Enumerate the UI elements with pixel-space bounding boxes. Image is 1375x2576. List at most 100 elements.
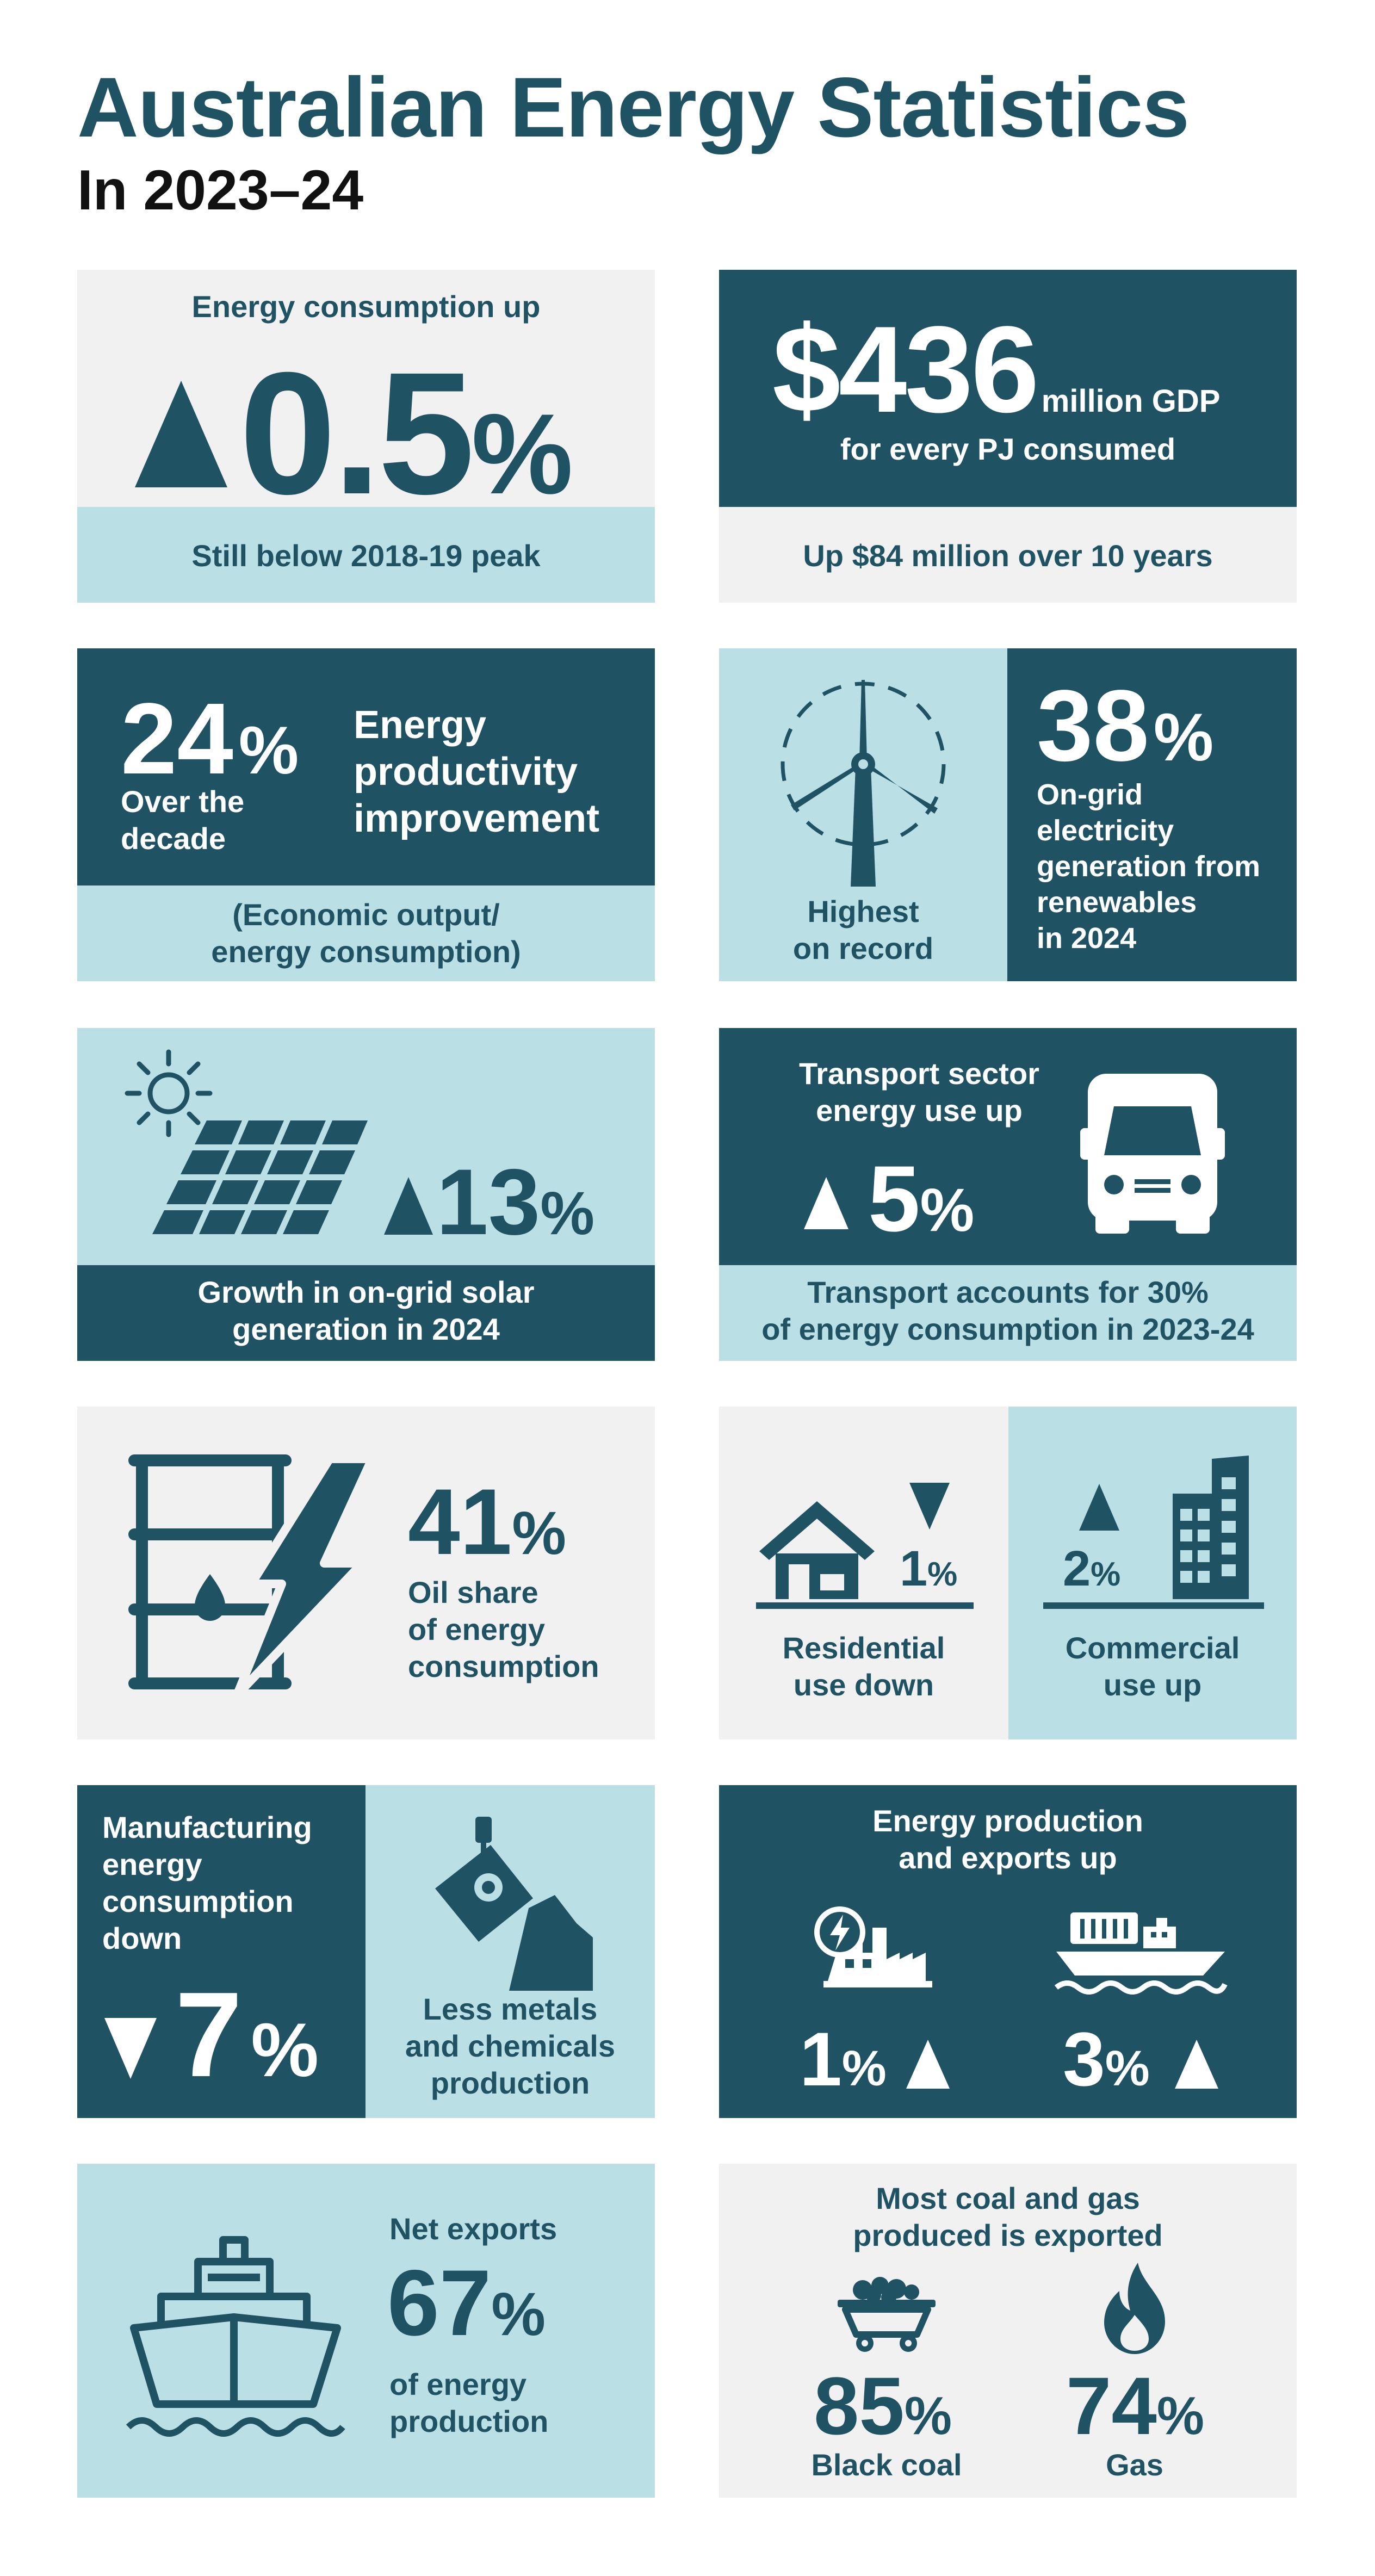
transport-unit: % bbox=[920, 1176, 975, 1244]
renewables-number: 38 bbox=[1037, 670, 1149, 782]
up-arrow-icon bbox=[135, 381, 227, 487]
coal-gas-tile bbox=[719, 2164, 1297, 2498]
wind-turbine-icon bbox=[781, 680, 946, 887]
production-label-line1: Energy production bbox=[872, 1804, 1143, 1838]
coal-unit: % bbox=[904, 2386, 952, 2445]
oil-desc-line2: of energy bbox=[408, 1612, 546, 1646]
oil-barrel-lightning-icon bbox=[128, 1454, 376, 1699]
renewables-desc-line5: in 2024 bbox=[1037, 922, 1137, 955]
productivity-unit: % bbox=[238, 713, 299, 788]
consumption-footer: Still below 2018-19 peak bbox=[191, 538, 541, 573]
coal-gas-label-line1: Most coal and gas bbox=[876, 2181, 1140, 2215]
residential-number: 1 bbox=[900, 1541, 928, 1596]
productivity-footer-line1: (Economic output/ bbox=[232, 897, 500, 932]
manufacturing-value: 7% bbox=[175, 1974, 319, 2095]
oil-number: 41 bbox=[408, 1470, 512, 1574]
renewables-value: 38% bbox=[1037, 676, 1213, 777]
production-right-unit: % bbox=[1105, 2041, 1150, 2096]
ship-icon bbox=[126, 2236, 345, 2437]
manufacturing-label-line4: down bbox=[102, 1921, 182, 1955]
page-title: Australian Energy Statistics bbox=[77, 60, 1190, 155]
transport-label-line2: energy use up bbox=[816, 1093, 1023, 1128]
productivity-label-line2: productivity bbox=[354, 750, 578, 794]
coal-number: 85 bbox=[814, 2360, 905, 2451]
gas-label: Gas bbox=[1106, 2448, 1163, 2482]
gdp-tile bbox=[719, 270, 1297, 507]
up-arrow-icon bbox=[804, 1177, 848, 1229]
productivity-footer-line2: energy consumption) bbox=[211, 934, 521, 969]
renewables-desc-line3: generation from bbox=[1037, 850, 1261, 883]
productivity-label: Energy productivity improvement bbox=[354, 702, 599, 842]
page-subtitle: In 2023–24 bbox=[77, 159, 364, 222]
transport-footer-line2: of energy consumption in 2023-24 bbox=[761, 1312, 1254, 1346]
solar-footer-line2: generation in 2024 bbox=[232, 1312, 500, 1346]
commercial-label-line2: use up bbox=[1103, 1668, 1202, 1702]
manufacturing-label-line3: consumption bbox=[102, 1884, 294, 1918]
manufacturing-label-line2: energy bbox=[102, 1847, 202, 1881]
up-arrow-icon bbox=[906, 2040, 950, 2089]
production-label: Energy production and exports up bbox=[719, 1803, 1297, 1877]
coal-gas-label: Most coal and gas produced is exported bbox=[719, 2180, 1297, 2254]
renewables-side-line2: on record bbox=[792, 931, 934, 965]
up-arrow-icon bbox=[384, 1177, 433, 1235]
renewables-side-line1: Highest bbox=[807, 894, 919, 928]
power-plant-icon bbox=[814, 1906, 932, 1987]
gdp-footer-band bbox=[719, 507, 1297, 603]
solar-footer-band bbox=[77, 1265, 655, 1361]
coal-value: 85% bbox=[814, 2365, 952, 2447]
solar-footer: Growth in on-grid solar generation in 20… bbox=[77, 1274, 655, 1348]
solar-number: 13 bbox=[436, 1150, 541, 1254]
manufacturing-label-line1: Manufacturing bbox=[102, 1810, 312, 1844]
coal-cart-icon bbox=[838, 2277, 936, 2352]
gas-number: 74 bbox=[1066, 2360, 1157, 2451]
productivity-sub-line1: Over the bbox=[121, 784, 245, 819]
transport-label: Transport sector energy use up bbox=[751, 1055, 1088, 1129]
net-exports-desc: of energy production bbox=[389, 2366, 548, 2440]
transport-footer-band bbox=[719, 1265, 1297, 1361]
renewables-side-text: Highest on record bbox=[719, 893, 1007, 967]
coal-label: Black coal bbox=[811, 2448, 962, 2482]
manufacturing-unit: % bbox=[251, 2007, 319, 2092]
renewables-desc-line2: electricity bbox=[1037, 814, 1174, 847]
renewables-desc-line4: renewables bbox=[1037, 886, 1197, 919]
renewables-tile bbox=[1007, 648, 1297, 981]
coal-gas-label-line2: produced is exported bbox=[853, 2218, 1163, 2252]
residential-tile bbox=[719, 1407, 1008, 1739]
up-arrow-icon bbox=[1175, 2040, 1218, 2089]
commercial-label-line1: Commercial bbox=[1065, 1631, 1240, 1665]
productivity-footer: (Economic output/ energy consumption) bbox=[77, 896, 655, 970]
gas-value: 74% bbox=[1066, 2365, 1204, 2447]
commercial-label: Commercial use up bbox=[1008, 1630, 1297, 1704]
renewables-desc: On-grid electricity generation from rene… bbox=[1037, 777, 1260, 956]
down-arrow-icon bbox=[909, 1483, 950, 1530]
transport-footer: Transport accounts for 30% of energy con… bbox=[719, 1274, 1297, 1348]
net-exports-tile bbox=[77, 2164, 655, 2498]
cargo-ship-icon bbox=[1054, 1912, 1228, 1995]
renewables-unit: % bbox=[1153, 700, 1214, 775]
net-exports-number: 67 bbox=[387, 2251, 492, 2355]
commercial-unit: % bbox=[1091, 1556, 1121, 1593]
productivity-value: 24% bbox=[121, 689, 299, 790]
down-arrow-icon bbox=[104, 2018, 157, 2079]
productivity-number: 24 bbox=[121, 683, 233, 795]
manufacturing-side-line3: production bbox=[430, 2066, 590, 2100]
transport-footer-line1: Transport accounts for 30% bbox=[807, 1275, 1209, 1309]
oil-desc-line1: Oil share bbox=[408, 1575, 538, 1609]
residential-value: 1% bbox=[900, 1544, 957, 1594]
gas-unit: % bbox=[1156, 2386, 1204, 2445]
gdp-value-line: $436 million GDP bbox=[772, 308, 1220, 431]
productivity-label-line3: improvement bbox=[354, 797, 600, 840]
gdp-line2: for every PJ consumed bbox=[840, 432, 1176, 466]
manufacturing-side-line1: Less metals bbox=[423, 1992, 598, 2026]
production-right-number: 3 bbox=[1063, 2016, 1105, 2102]
production-label-line2: and exports up bbox=[899, 1841, 1117, 1875]
production-left-unit: % bbox=[841, 2041, 887, 2096]
oil-value: 41% bbox=[408, 1475, 566, 1569]
production-right-value: 3% bbox=[1063, 2021, 1150, 2097]
consumption-label: Energy consumption up bbox=[191, 289, 541, 324]
oil-desc-line3: consumption bbox=[408, 1649, 599, 1683]
net-exports-desc-line1: of energy bbox=[389, 2367, 527, 2401]
manufacturing-side-line2: and chemicals bbox=[405, 2029, 615, 2063]
transport-value: 5% bbox=[868, 1152, 974, 1246]
house-icon bbox=[756, 1501, 974, 1609]
